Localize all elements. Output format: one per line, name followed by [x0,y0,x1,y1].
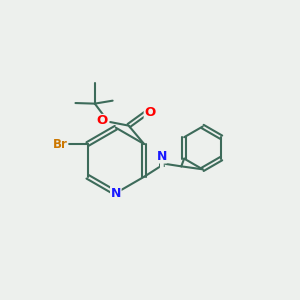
Text: O: O [144,106,155,119]
Text: N: N [157,150,167,163]
Text: O: O [97,114,108,128]
Text: N: N [111,187,121,200]
Text: Br: Br [53,138,68,151]
Text: H: H [158,159,166,169]
